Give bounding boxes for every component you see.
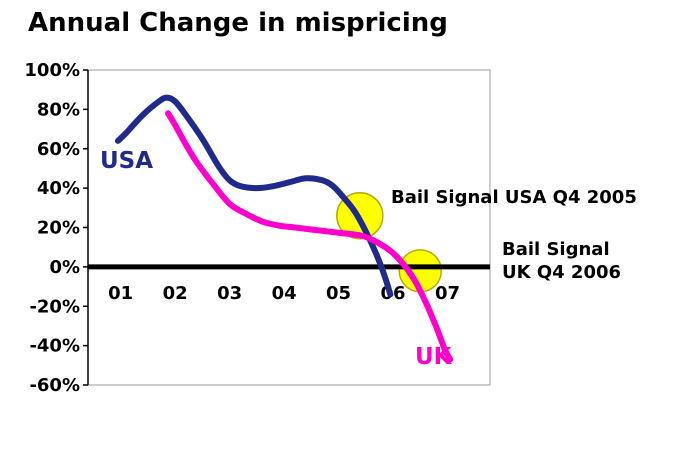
x-tick-label: 01 xyxy=(108,283,133,304)
y-tick-label: -40% xyxy=(29,336,80,357)
y-tick-label: 40% xyxy=(37,178,80,199)
y-tick-label: 20% xyxy=(37,218,80,239)
chart-title: Annual Change in mispricing xyxy=(28,8,448,38)
x-tick-label: 05 xyxy=(326,283,351,304)
y-tick-label: 80% xyxy=(37,99,80,120)
usa-series-line xyxy=(114,94,394,298)
x-tick-label: 02 xyxy=(163,283,188,304)
bail-signal-usa-annotation: Bail Signal USA Q4 2005 xyxy=(391,187,637,208)
y-tick-label: 0% xyxy=(49,257,80,278)
y-tick-label: 100% xyxy=(24,60,80,81)
x-tick-label: 07 xyxy=(435,283,460,304)
x-tick-label: 04 xyxy=(272,283,297,304)
bail-signal-uk-annotation-line2: UK Q4 2006 xyxy=(502,262,622,283)
y-tick-label: -20% xyxy=(29,296,80,317)
series-label-usa: USA xyxy=(100,148,154,174)
x-tick-label: 03 xyxy=(217,283,242,304)
uk-series-line xyxy=(165,110,454,363)
y-tick-label: -60% xyxy=(29,375,80,396)
bail-signal-uk-annotation-line1: Bail Signal xyxy=(502,239,610,260)
bail-signal-uk-annotation: Bail Signal UK Q4 2006 xyxy=(502,238,621,284)
y-tick-label: 60% xyxy=(37,139,80,160)
series-label-uk: UK xyxy=(415,344,452,370)
